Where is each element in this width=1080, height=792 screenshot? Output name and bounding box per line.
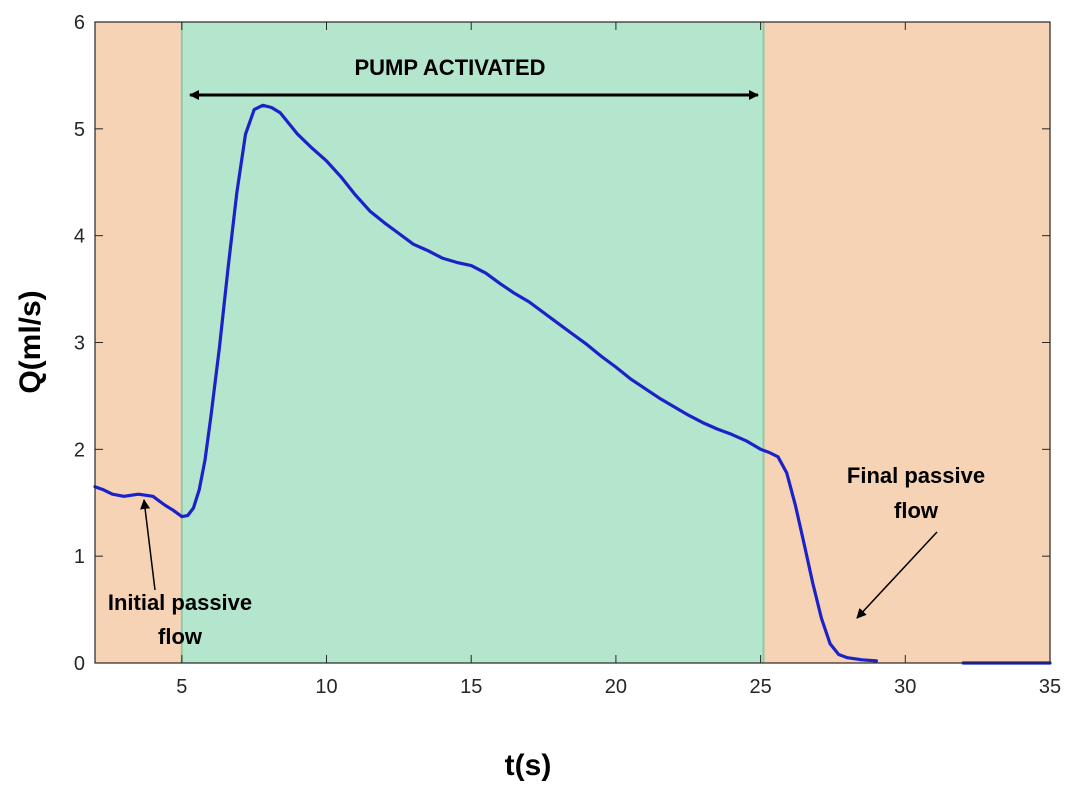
- region-pump-1: [181, 22, 764, 663]
- series-line-0: [93, 103, 879, 663]
- x-tick-label: 30: [894, 676, 916, 698]
- y-tick-label: 4: [74, 226, 85, 248]
- y-tick-label: 5: [74, 119, 85, 141]
- y-tick-label: 0: [74, 653, 85, 675]
- x-tick-label: 15: [460, 676, 482, 698]
- x-axis-title: t(s): [505, 749, 552, 782]
- final-flow-label-line1: Final passive: [847, 463, 985, 488]
- pump-activated-label: PUMP ACTIVATED: [354, 55, 545, 80]
- x-tick-label: 25: [749, 676, 771, 698]
- initial-flow-arrow: [140, 499, 156, 591]
- x-tick-label: 20: [605, 676, 627, 698]
- y-tick-label: 6: [74, 12, 85, 34]
- axis-ticks: 5 10 15 20 25 30 35 0 1 2 3 4 5 6: [74, 12, 1061, 698]
- y-tick-label: 2: [74, 439, 85, 461]
- x-tick-label: 5: [176, 676, 187, 698]
- y-tick-label: 3: [74, 333, 85, 355]
- y-axis-title: Q(ml/s): [14, 290, 47, 393]
- background-regions: [95, 22, 1050, 663]
- initial-flow-label-line1: Initial passive: [108, 590, 252, 615]
- initial-flow-label-line2: flow: [158, 624, 203, 649]
- region-passive-2: [763, 22, 1050, 663]
- x-tick-label: 35: [1039, 676, 1061, 698]
- final-flow-arrow: [856, 531, 938, 619]
- x-tick-label: 10: [315, 676, 337, 698]
- final-flow-label-line2: flow: [894, 498, 939, 523]
- y-tick-label: 1: [74, 546, 85, 568]
- region-passive-0: [95, 22, 182, 663]
